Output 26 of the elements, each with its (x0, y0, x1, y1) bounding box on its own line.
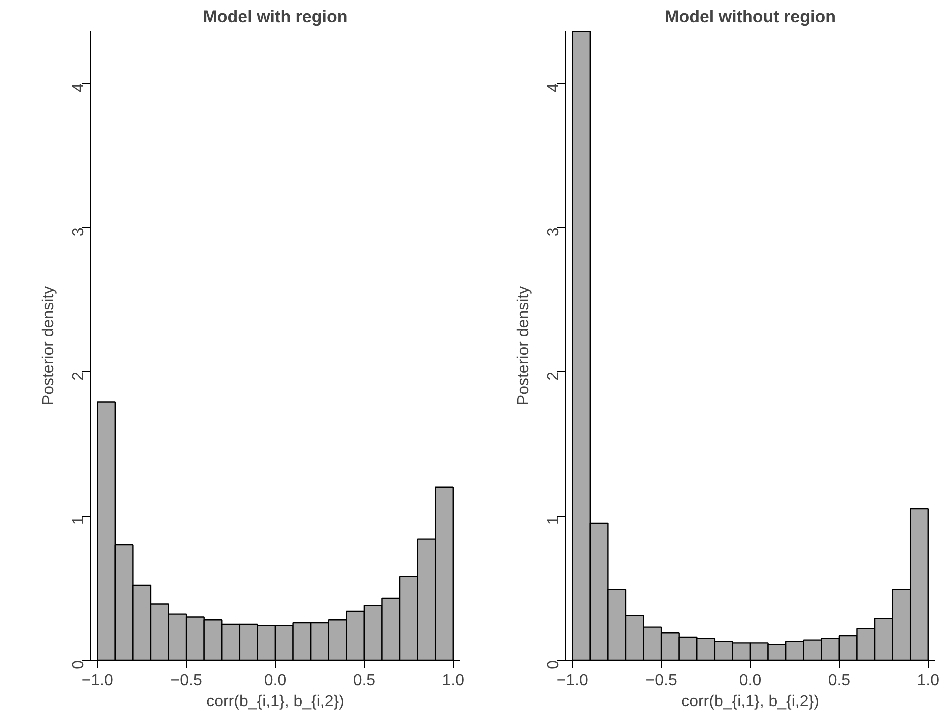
x-axis-title: corr(b_{i,1}, b_{i,2}) (206, 694, 344, 710)
y-tick-label: 2 (546, 372, 562, 381)
y-tick-label: 3 (70, 228, 88, 237)
y-tick-label: 2 (70, 372, 88, 381)
x-tick-label: 1.0 (917, 672, 940, 690)
y-tick-label: 3 (546, 228, 562, 237)
x-tick-label: −0.5 (170, 672, 202, 690)
x-tick-label: 0.0 (264, 672, 287, 690)
x-tick-label: 0.5 (353, 672, 376, 690)
y-axis-title: Posterior density (516, 286, 532, 406)
x-tick-label: −0.5 (646, 672, 678, 690)
y-tick-label: 0 (546, 660, 562, 670)
x-tick-label: −1.0 (556, 672, 589, 690)
x-tick-label: −1.0 (82, 672, 114, 690)
y-tick-label: 0 (70, 660, 88, 670)
y-axis-title: Posterior density (40, 286, 58, 406)
x-tick-label: 1.0 (442, 672, 465, 690)
x-tick-label: 0.5 (828, 672, 851, 690)
y-tick-label: 4 (70, 83, 88, 92)
x-axis-title: corr(b_{i,1}, b_{i,2}) (682, 694, 820, 710)
y-tick-label: 1 (70, 516, 88, 526)
y-tick-label: 4 (546, 83, 562, 92)
chart-title: Model with region (203, 8, 348, 26)
y-tick-label: 1 (546, 516, 562, 526)
chart-title: Model without region (665, 8, 836, 26)
x-tick-label: 0.0 (739, 672, 762, 690)
